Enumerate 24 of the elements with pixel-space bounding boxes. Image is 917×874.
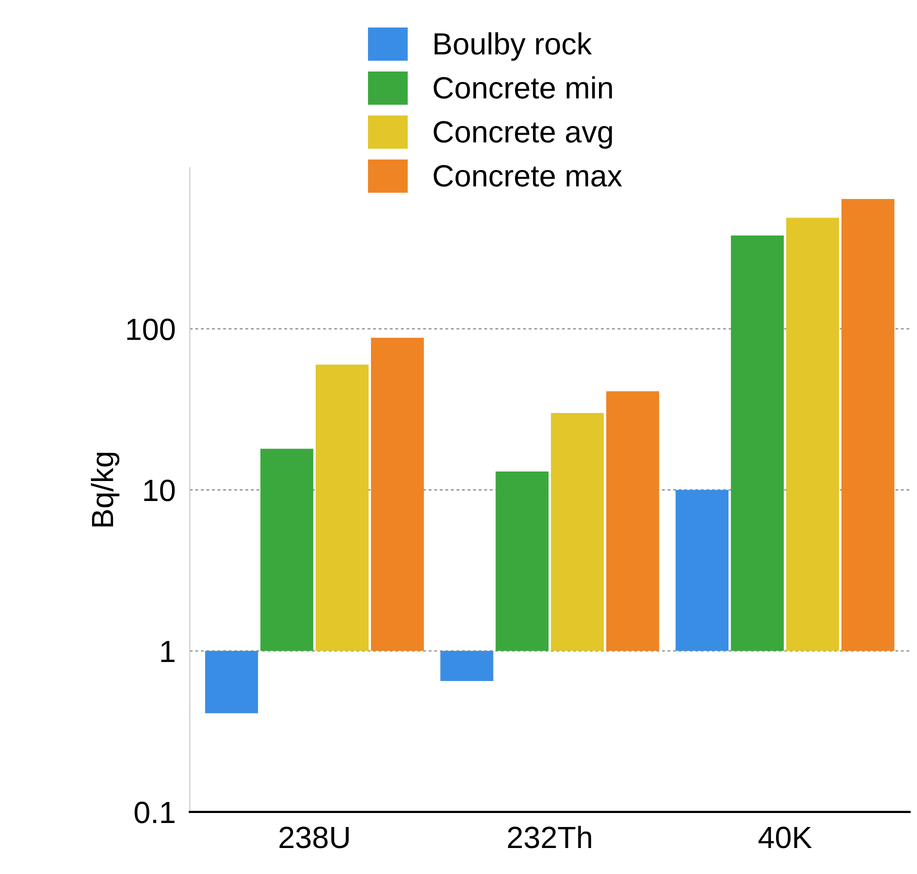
legend-label: Boulby rock (434, 32, 592, 61)
bar (841, 199, 894, 651)
y-tick-label: 10 (144, 480, 175, 502)
bar (496, 472, 549, 651)
bar (730, 235, 784, 651)
bar (786, 218, 840, 651)
x-tick-label: 40K (758, 826, 812, 848)
legend-label: Concrete max (434, 165, 622, 187)
bar (260, 448, 314, 651)
y-tick-label: 1 (161, 640, 174, 662)
bar (316, 364, 369, 651)
bar (370, 338, 424, 651)
legend-label: Concrete min (434, 76, 612, 99)
bar (550, 413, 604, 651)
y-tick-label: 0.1 (134, 802, 174, 824)
x-tick-label: 232Th (508, 826, 592, 848)
bar (606, 391, 660, 651)
bar (205, 650, 258, 714)
x-tick-label: 238U (280, 826, 349, 848)
bar (676, 490, 729, 651)
y-axis-title: Bq/kg (90, 452, 120, 526)
bar (440, 650, 494, 682)
legend-label: Concrete avg (434, 121, 612, 149)
y-tick-label: 100 (127, 318, 175, 340)
